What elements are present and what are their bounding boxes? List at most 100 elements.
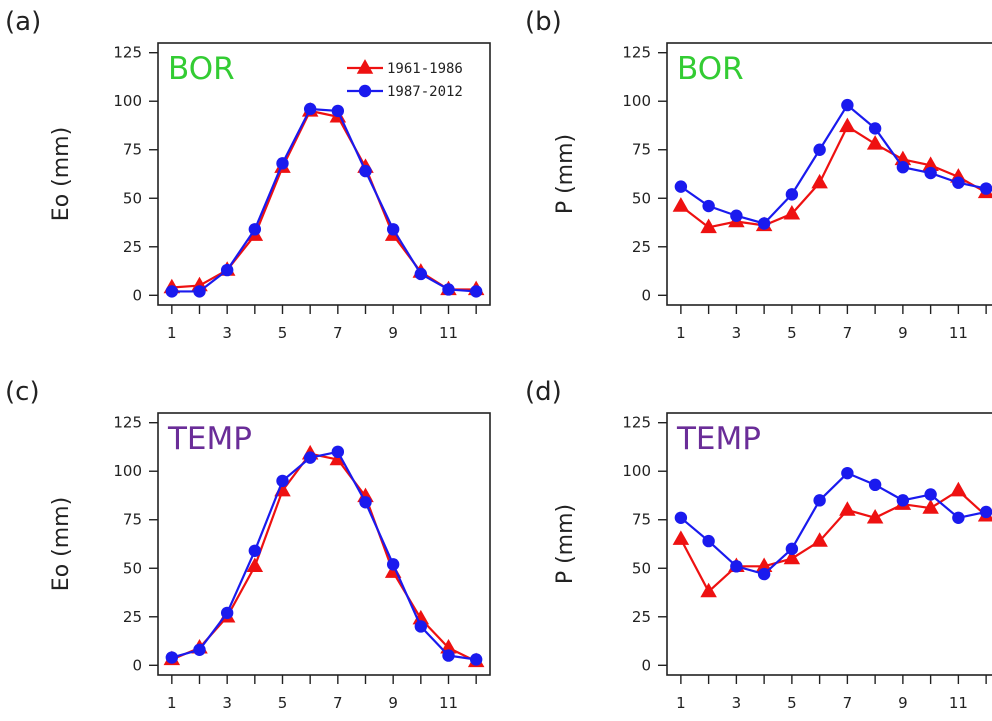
y-axis-label: P (mm) [553, 504, 578, 584]
y-tick-label: 125 [622, 414, 651, 432]
x-tick-label: 1 [676, 324, 686, 342]
panel-a: (a) 0 25 50 75 100 125 1 3 5 7 9 11 Eo (mm) BOR 1961-19… [5, 7, 491, 342]
x-tick-label: 3 [732, 694, 742, 712]
x-tick-label: 11 [949, 324, 968, 342]
series-line-1961-1986 [171, 109, 477, 291]
data-point-1987-2012 [220, 263, 234, 277]
x-tick-label: 7 [333, 324, 343, 342]
y-tick-label: 25 [632, 238, 651, 256]
x-tick-label: 1 [676, 694, 686, 712]
x-tick-label: 9 [898, 324, 908, 342]
y-tick-label: 0 [132, 286, 142, 304]
data-point-1961-1986 [783, 204, 801, 220]
data-point-1987-2012 [952, 511, 965, 524]
x-tick-label: 9 [898, 694, 908, 712]
data-point-1987-2012 [757, 567, 771, 581]
x-tick-label: 11 [439, 324, 458, 342]
data-point-1961-1986 [811, 532, 828, 547]
panel-letter: (d) [525, 377, 562, 407]
data-point-1961-1986 [922, 156, 939, 171]
legend-marker-triangle [356, 59, 374, 74]
data-point-1961-1986 [866, 508, 884, 524]
series-line-1961-1986 [171, 452, 477, 663]
y-tick-label: 100 [113, 462, 142, 480]
y-tick-label: 125 [113, 414, 142, 432]
data-point-1987-2012 [757, 217, 771, 230]
data-point-1987-2012 [813, 143, 826, 156]
x-tick-label: 5 [787, 324, 797, 342]
data-point-1961-1986 [672, 530, 690, 545]
data-point-1987-2012 [359, 496, 372, 509]
region-label: TEMP [167, 421, 252, 457]
legend-label: 1961-1986 [387, 61, 463, 77]
x-tick-label: 3 [222, 324, 232, 342]
y-tick-label: 75 [632, 141, 651, 159]
y-tick-label: 50 [632, 559, 651, 577]
series-line-1961-1986 [679, 489, 987, 594]
data-point-1987-2012 [868, 122, 882, 135]
data-point-1987-2012 [785, 188, 799, 201]
data-point-1961-1986 [811, 173, 828, 189]
data-point-1987-2012 [414, 620, 428, 633]
panel-c: (c) 0 25 50 75 100 125 1 3 5 7 9 11 Eo (mm) TEMP [5, 377, 491, 712]
data-point-1987-2012 [386, 223, 400, 236]
data-point-1987-2012 [979, 505, 992, 519]
y-tick-label: 125 [113, 44, 142, 62]
x-tick-label: 1 [167, 694, 177, 712]
data-point-1987-2012 [359, 164, 372, 178]
data-point-1961-1986 [700, 582, 717, 598]
data-point-1987-2012 [193, 643, 206, 656]
data-point-1961-1986 [783, 549, 801, 565]
y-tick-label: 100 [622, 462, 651, 480]
panel-b: (b) 0 25 50 75 100 125 1 3 5 7 9 11 P (mm) BOR [525, 7, 992, 342]
data-point-1987-2012 [674, 511, 688, 524]
data-point-1961-1986 [246, 557, 264, 573]
data-point-1961-1986 [839, 501, 856, 516]
data-point-1987-2012 [702, 534, 715, 548]
data-point-1987-2012 [248, 223, 262, 236]
data-point-1987-2012 [386, 558, 400, 571]
data-point-1961-1986 [700, 218, 717, 234]
plot-frame [157, 42, 491, 306]
plot-frame [157, 412, 491, 676]
y-tick-label: 50 [123, 189, 142, 207]
data-point-1987-2012 [165, 285, 179, 298]
data-point-1961-1986 [950, 481, 967, 497]
legend-marker-circle [358, 84, 372, 98]
data-point-1987-2012 [702, 199, 715, 213]
data-point-1987-2012 [303, 451, 317, 464]
x-tick-label: 9 [388, 324, 398, 342]
y-tick-label: 25 [123, 608, 142, 626]
series-line-1987-2012 [171, 107, 477, 293]
data-point-1987-2012 [868, 478, 882, 492]
data-point-1961-1986 [755, 557, 773, 573]
x-tick-label: 5 [278, 694, 288, 712]
data-point-1987-2012 [674, 180, 688, 193]
data-point-1987-2012 [248, 544, 262, 557]
data-point-1987-2012 [730, 560, 743, 573]
y-axis-label: Eo (mm) [49, 497, 74, 591]
y-tick-label: 50 [632, 189, 651, 207]
x-tick-label: 11 [439, 694, 458, 712]
y-tick-label: 100 [113, 92, 142, 110]
data-point-1987-2012 [813, 494, 826, 507]
data-point-1987-2012 [331, 104, 345, 118]
data-point-1987-2012 [841, 466, 854, 480]
data-point-1987-2012 [276, 157, 289, 170]
data-point-1987-2012 [193, 285, 206, 298]
x-tick-label: 9 [388, 694, 398, 712]
x-tick-label: 5 [278, 324, 288, 342]
y-tick-label: 0 [641, 286, 651, 304]
data-point-1987-2012 [165, 651, 179, 664]
data-point-1987-2012 [220, 606, 234, 620]
panel-letter: (a) [5, 7, 41, 37]
x-tick-label: 7 [843, 324, 853, 342]
region-label: BOR [677, 51, 744, 87]
data-point-1961-1986 [922, 499, 939, 514]
x-tick-label: 11 [949, 694, 968, 712]
x-tick-label: 5 [787, 694, 797, 712]
y-tick-label: 0 [641, 656, 651, 674]
data-point-1987-2012 [924, 166, 937, 180]
panel-letter: (c) [5, 377, 40, 407]
y-tick-label: 75 [123, 141, 142, 159]
